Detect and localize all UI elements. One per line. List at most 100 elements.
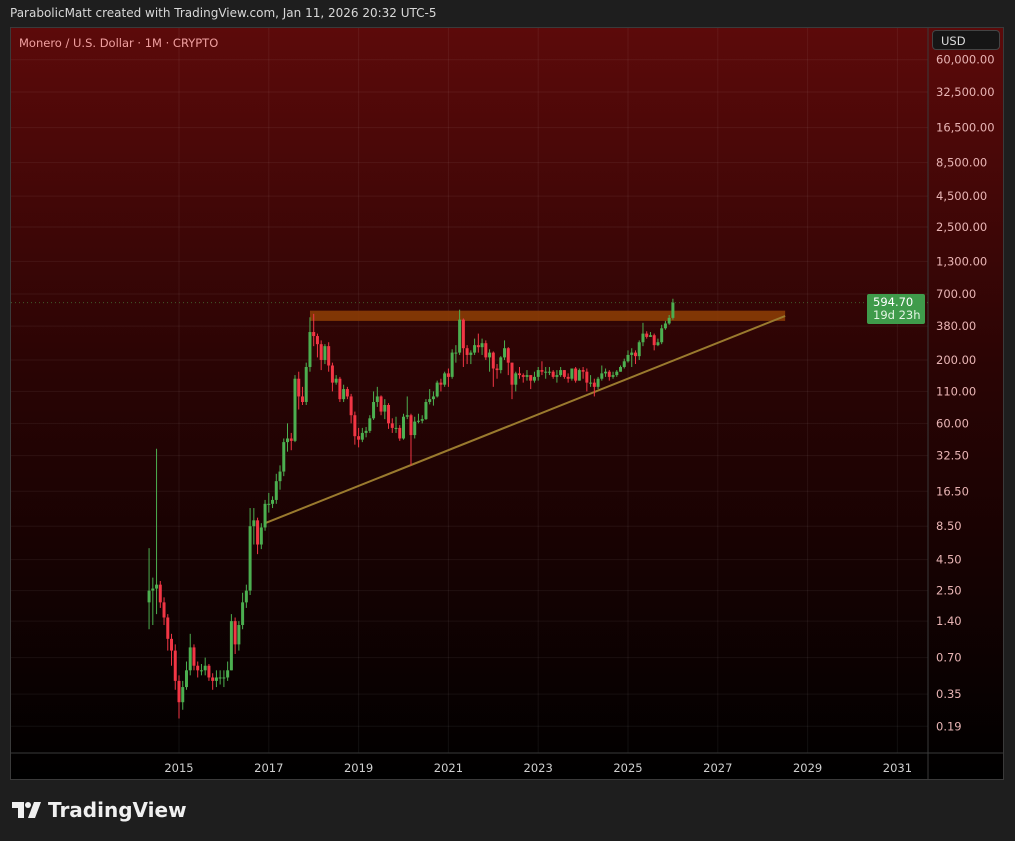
candle-down (177, 680, 181, 703)
bar-countdown: 19d 23h (873, 308, 921, 322)
candle-up (248, 526, 252, 591)
y-tick-label: 110.00 (936, 384, 976, 398)
candle-down (158, 584, 162, 603)
candle-up (630, 352, 634, 355)
candle-up (259, 527, 263, 545)
candle-up (667, 317, 671, 324)
x-tick-label: 2019 (344, 761, 373, 775)
candle-down (327, 346, 331, 366)
candle-down (192, 647, 196, 666)
candle-down (581, 370, 585, 372)
y-tick-label: 0.70 (936, 651, 962, 665)
y-tick-label: 8,500.00 (936, 156, 987, 170)
candle-up (416, 420, 420, 422)
candle-down (491, 352, 495, 369)
candle-down (357, 436, 361, 440)
tradingview-logo[interactable]: TradingView (12, 798, 187, 822)
candle-down (551, 371, 555, 377)
candle-up (488, 352, 492, 358)
y-tick-label: 60.00 (936, 416, 969, 430)
x-tick-label: 2023 (524, 761, 553, 775)
candle-down (330, 365, 334, 383)
candle-up (360, 432, 364, 440)
candle-down (353, 415, 357, 437)
candle-down (495, 368, 499, 371)
y-tick-label: 200.00 (936, 353, 976, 367)
candle-down (390, 423, 394, 428)
candle-up (469, 352, 473, 355)
y-tick-label: 380.00 (936, 319, 976, 333)
candle-up (596, 378, 600, 387)
candle-up (525, 375, 529, 377)
y-tick-label: 32,500.00 (936, 85, 995, 99)
candle-up (559, 370, 563, 376)
y-tick-label: 1,300.00 (936, 254, 987, 268)
candle-up (308, 332, 312, 367)
candle-down (398, 427, 402, 439)
y-tick-label: 0.35 (936, 687, 962, 701)
candle-up (155, 584, 159, 589)
candle-down (607, 371, 611, 377)
candle-up (622, 361, 626, 367)
y-tick-label: 60,000.00 (936, 53, 995, 67)
candle-up (293, 378, 297, 441)
currency-button[interactable]: USD (932, 30, 1000, 50)
candle-up (282, 442, 286, 472)
candle-up (431, 396, 435, 400)
candle-down (379, 396, 383, 412)
candle-up (611, 375, 615, 377)
candle-up (660, 328, 664, 343)
candle-down (562, 370, 566, 377)
candle-up (383, 404, 387, 412)
last-price: 594.70 (873, 295, 914, 309)
candle-up (274, 481, 278, 500)
x-tick-label: 2017 (254, 761, 283, 775)
y-tick-label: 0.19 (936, 719, 962, 733)
last-price-tag: 594.70 19d 23h (867, 294, 925, 324)
candle-up (428, 399, 432, 402)
candle-down (173, 650, 177, 681)
chart-panel[interactable]: 60,000.00 32,500.00 16,500.00 8,500.00 4,500… (10, 27, 1004, 780)
candlestick-chart[interactable]: 60,000.00 32,500.00 16,500.00 8,500.00 4,500… (11, 28, 1004, 780)
y-tick-label: 16.50 (936, 484, 969, 498)
logo-text: TradingView (48, 798, 187, 822)
candle-up (271, 499, 275, 504)
candle-up (450, 352, 454, 377)
candle-up (600, 373, 604, 379)
candle-up (555, 375, 559, 377)
candle-down (585, 371, 589, 383)
candle-up (663, 323, 667, 329)
candle-up (188, 647, 192, 671)
candle-up (218, 677, 222, 679)
y-tick-label: 2.50 (936, 584, 962, 598)
candle-down (529, 375, 533, 381)
candle-up (656, 342, 660, 346)
candle-down (256, 520, 260, 545)
candle-up (375, 396, 379, 402)
x-tick-label: 2015 (164, 761, 193, 775)
y-tick-label: 2,500.00 (936, 220, 987, 234)
candle-down (211, 677, 215, 681)
candle-down (652, 335, 656, 346)
candle-down (170, 638, 174, 651)
candle-up (394, 427, 398, 429)
candle-up (372, 401, 376, 419)
candle-up (473, 345, 477, 353)
candle-down (233, 621, 237, 645)
candle-up (263, 503, 267, 528)
candle-up (570, 368, 574, 379)
candle-down (289, 438, 293, 441)
candle-up (420, 419, 424, 421)
candle-up (368, 418, 372, 431)
candle-up (619, 366, 623, 372)
tradingview-logo-icon (12, 802, 41, 818)
candle-up (229, 621, 233, 671)
candle-up (405, 415, 409, 417)
symbol-title[interactable]: Monero / U.S. Dollar · 1M · CRYPTO (19, 36, 219, 50)
candle-up (241, 602, 245, 626)
x-tick-label: 2031 (883, 761, 912, 775)
candle-down (476, 345, 480, 348)
candle-up (147, 590, 151, 603)
candle-down (574, 368, 578, 381)
candle-down (409, 415, 413, 436)
